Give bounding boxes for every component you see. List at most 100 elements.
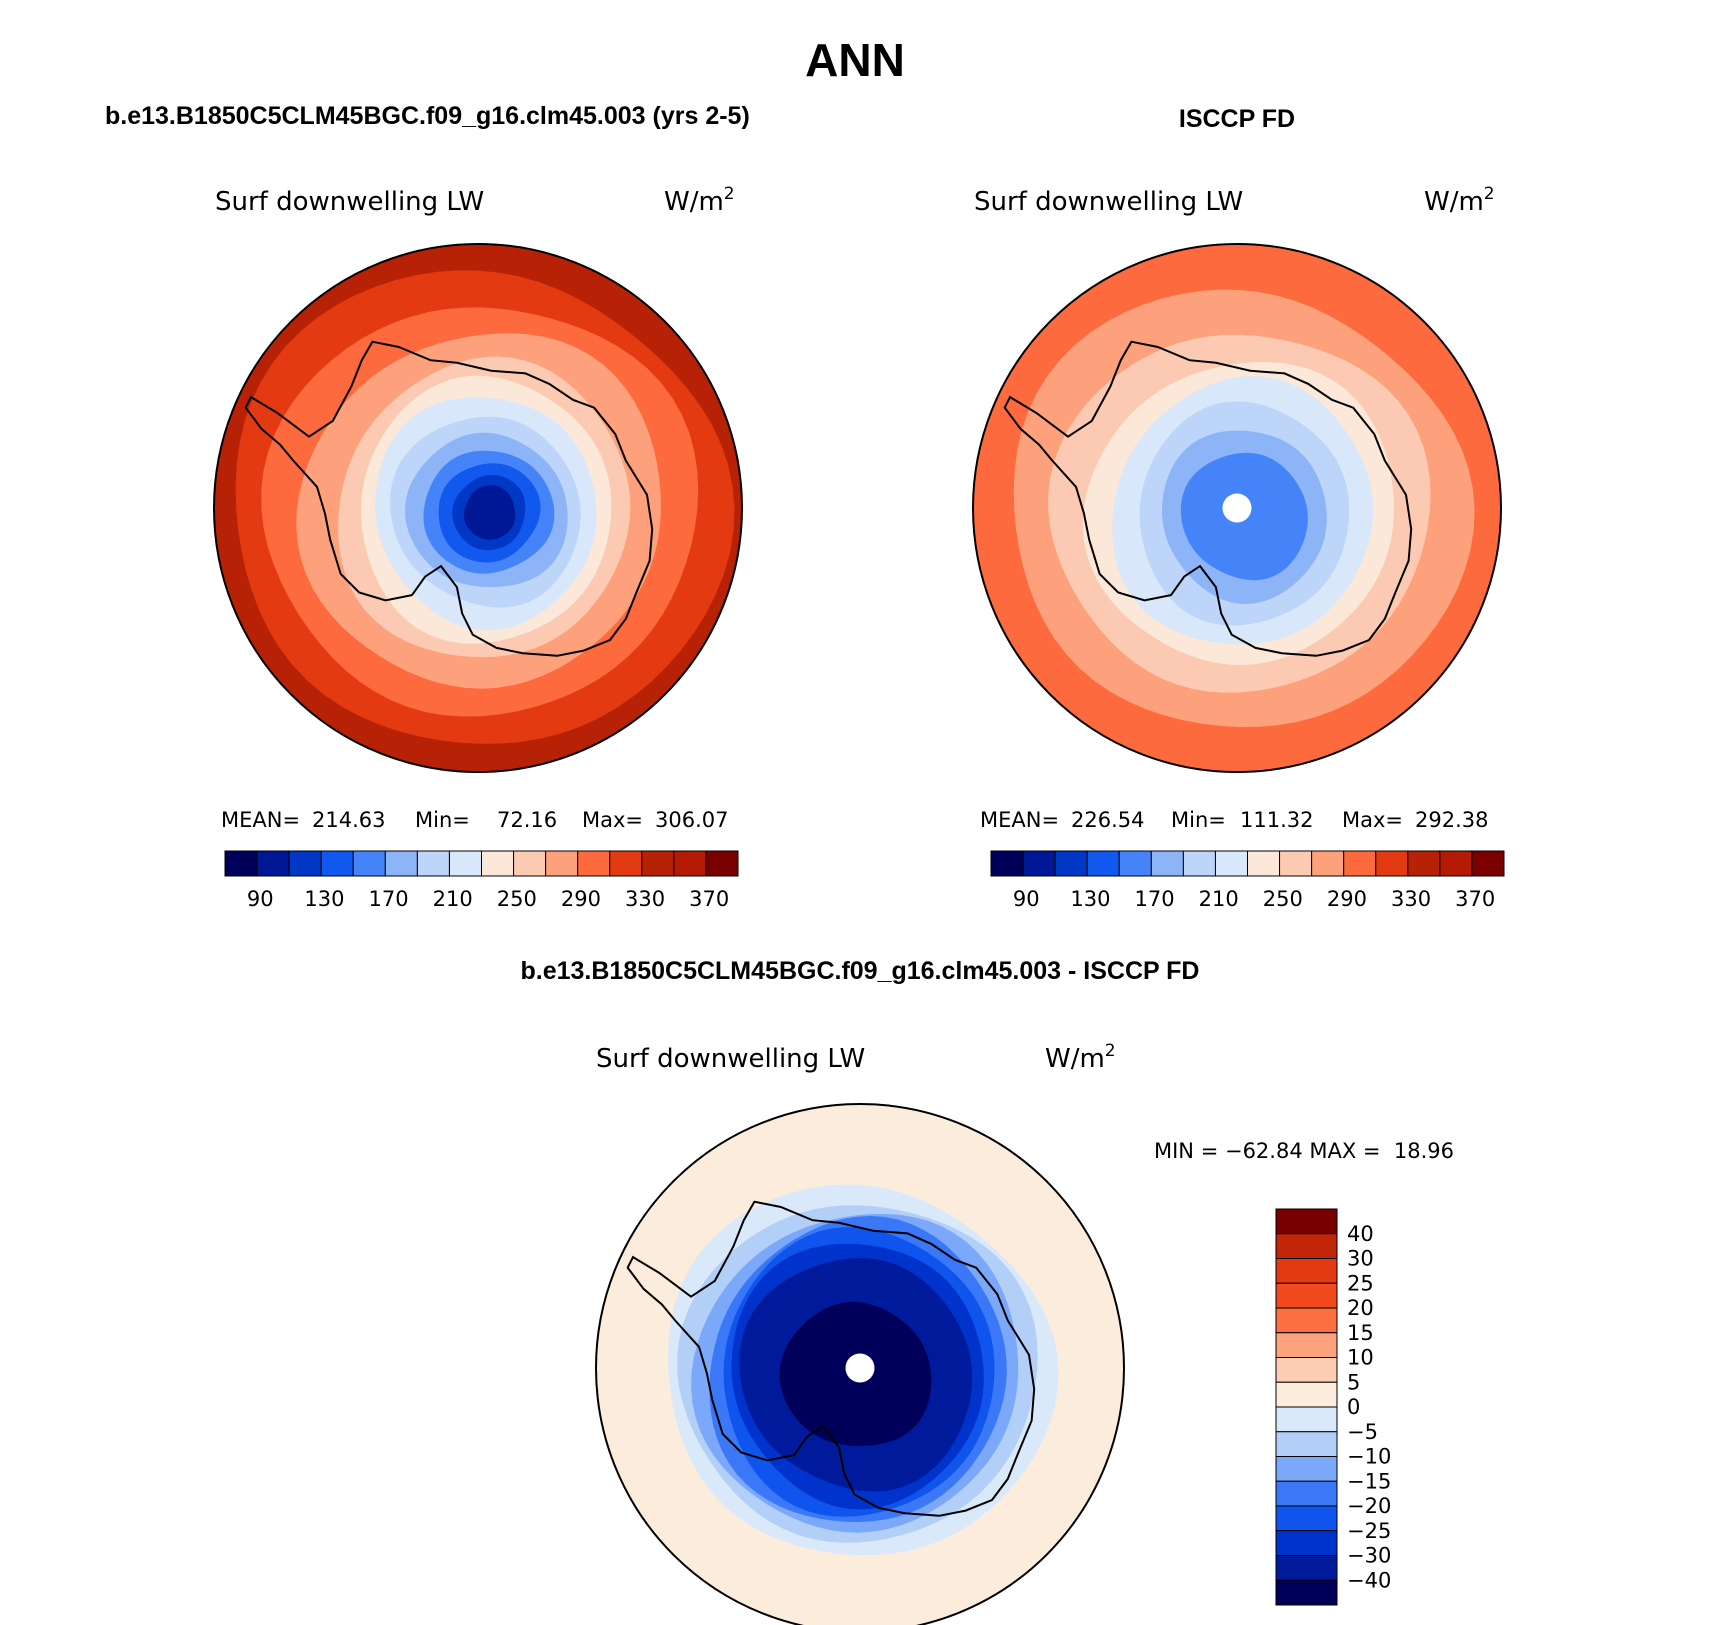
- diff-polar-map: [595, 1103, 1125, 1625]
- model-colorbar: 90 130 170 210 250 290 330 370: [224, 850, 739, 911]
- colorbar-swatch: [1275, 1357, 1338, 1383]
- colorbar-swatch: [1275, 1505, 1338, 1532]
- colorbar-swatch: [384, 850, 418, 877]
- colorbar-swatch: [1439, 850, 1473, 877]
- colorbar-swatch: [513, 850, 547, 877]
- colorbar-swatch: [224, 850, 258, 877]
- antarctica-coastline: [1003, 340, 1413, 657]
- colorbar-swatch: [288, 850, 322, 877]
- colorbar-tick-label: 15: [1347, 1321, 1374, 1345]
- colorbar-swatch: [1275, 1480, 1338, 1507]
- colorbar-swatch: [1275, 1579, 1338, 1606]
- colorbar-tick-label: 40: [1347, 1222, 1374, 1246]
- contour-band: [463, 485, 516, 540]
- model-variable-label: Surf downwelling LW: [215, 187, 484, 217]
- obs-max-value: 292.38: [1415, 808, 1488, 832]
- model-units-label: W/m2: [664, 184, 735, 217]
- model-min-value: 72.16: [497, 808, 557, 832]
- main-title: ANN: [805, 34, 905, 86]
- map-boundary: [972, 243, 1502, 773]
- colorbar-swatch: [990, 850, 1024, 877]
- pole-missing-data: [845, 1353, 875, 1383]
- colorbar-tick-label: 250: [1263, 887, 1303, 911]
- colorbar-tick-label: −40: [1347, 1568, 1391, 1592]
- colorbar-swatch: [1275, 1381, 1338, 1408]
- colorbar-tick-label: 170: [1134, 887, 1174, 911]
- colorbar-swatch: [481, 850, 515, 877]
- diff-units-label: W/m2: [1045, 1041, 1116, 1074]
- colorbar-swatch: [705, 850, 739, 877]
- colorbar-swatch: [1279, 850, 1313, 877]
- colorbar-swatch: [1275, 1258, 1338, 1284]
- colorbar-swatch: [256, 850, 290, 877]
- colorbar-tick-label: 370: [689, 887, 729, 911]
- colorbar-swatch: [1182, 850, 1216, 877]
- obs-variable-label: Surf downwelling LW: [974, 187, 1243, 217]
- colorbar-swatch: [577, 850, 611, 877]
- colorbar-swatch: [641, 850, 675, 877]
- model-mean-value: 214.63: [312, 808, 385, 832]
- colorbar-tick-label: 20: [1347, 1296, 1374, 1320]
- obs-colorbar: 90 130 170 210 250 290 330 370: [990, 850, 1505, 911]
- model-stats-line: MEAN= 214.63 Min= 72.16 Max= 306.07: [221, 808, 728, 832]
- obs-max-label: Max=: [1342, 808, 1403, 832]
- obs-mean-value: 226.54: [1071, 808, 1144, 832]
- colorbar-tick-label: 30: [1347, 1247, 1374, 1271]
- colorbar-tick-label: 25: [1347, 1271, 1374, 1295]
- colorbar-swatch: [1407, 850, 1441, 877]
- colorbar-swatch: [1054, 850, 1088, 877]
- colorbar-swatch: [1150, 850, 1184, 877]
- diff-case-title: b.e13.B1850C5CLM45BGC.f09_g16.clm45.003 …: [520, 957, 1199, 985]
- colorbar-tick-label: 210: [1199, 887, 1239, 911]
- map-boundary: [595, 1103, 1125, 1625]
- colorbar-swatch: [1275, 1555, 1338, 1581]
- colorbar-tick-label: 370: [1455, 887, 1495, 911]
- colorbar-swatch: [1022, 850, 1056, 877]
- colorbar-tick-label: 10: [1347, 1346, 1374, 1370]
- diff-variable-label: Surf downwelling LW: [596, 1044, 865, 1074]
- colorbar-swatch: [320, 850, 354, 877]
- colorbar-swatch: [1118, 850, 1152, 877]
- colorbar-tick-label: −30: [1347, 1544, 1391, 1568]
- colorbar-tick-label: 330: [625, 887, 665, 911]
- colorbar-tick-label: 0: [1347, 1395, 1360, 1419]
- colorbar-swatch: [1275, 1282, 1338, 1309]
- colorbar-tick-label: 330: [1391, 887, 1431, 911]
- colorbar-tick-label: −25: [1347, 1519, 1391, 1543]
- antarctica-coastline: [244, 340, 654, 657]
- obs-polar-map: [972, 243, 1502, 773]
- colorbar-tick-label: 130: [304, 887, 344, 911]
- map-boundary: [213, 243, 743, 773]
- colorbar-swatch: [609, 850, 643, 877]
- colorbar-swatch: [1275, 1233, 1338, 1259]
- colorbar-swatch: [352, 850, 386, 877]
- colorbar-swatch: [1275, 1456, 1338, 1482]
- colorbar-tick-label: 210: [433, 887, 473, 911]
- colorbar-tick-label: 250: [497, 887, 537, 911]
- colorbar-swatch: [673, 850, 707, 877]
- colorbar-swatch: [1343, 850, 1377, 877]
- colorbar-swatch: [1275, 1431, 1338, 1457]
- colorbar-swatch: [1275, 1208, 1338, 1235]
- model-mean-label: MEAN=: [221, 808, 300, 832]
- colorbar-tick-label: 90: [247, 887, 274, 911]
- obs-min-label: Min=: [1171, 808, 1226, 832]
- colorbar-swatch: [1275, 1406, 1338, 1433]
- colorbar-swatch: [1375, 850, 1409, 877]
- colorbar-swatch: [1471, 850, 1505, 877]
- obs-min-value: 111.32: [1240, 808, 1313, 832]
- antarctica-coastline: [626, 1200, 1036, 1517]
- obs-stats-line: MEAN= 226.54 Min= 111.32 Max= 292.38: [980, 808, 1488, 832]
- obs-units-label: W/m2: [1424, 184, 1495, 217]
- colorbar-swatch: [1086, 850, 1120, 877]
- model-case-title: b.e13.B1850C5CLM45BGC.f09_g16.clm45.003 …: [105, 102, 750, 130]
- diff-minmax-text: MIN = −62.84 MAX = 18.96: [1154, 1139, 1454, 1163]
- pole-missing-data: [1222, 493, 1252, 523]
- model-max-label: Max=: [582, 808, 643, 832]
- colorbar-swatch: [1214, 850, 1248, 877]
- obs-case-title: ISCCP FD: [1179, 105, 1295, 133]
- colorbar-swatch: [1311, 850, 1345, 877]
- model-min-label: Min=: [415, 808, 470, 832]
